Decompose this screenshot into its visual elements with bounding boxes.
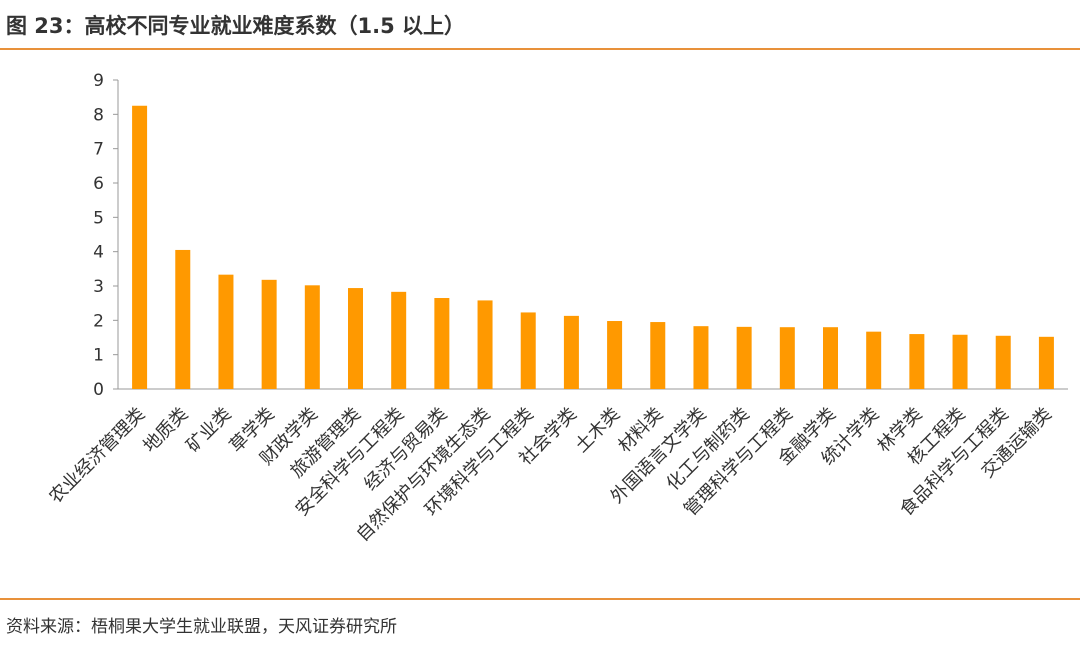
bar <box>995 335 1011 389</box>
bar <box>391 291 407 389</box>
figure-title: 图 23：高校不同专业就业难度系数（1.5 以上） <box>6 14 466 38</box>
bar <box>563 315 579 389</box>
bar <box>1038 336 1054 389</box>
bar <box>261 279 277 389</box>
bar <box>132 105 148 389</box>
y-tick-label: 7 <box>93 140 104 160</box>
x-tick-label: 农业经济管理类 <box>45 404 149 508</box>
y-tick-label: 5 <box>93 208 104 228</box>
bar <box>348 288 363 389</box>
bar <box>650 322 666 389</box>
bar <box>434 298 450 389</box>
y-tick-label: 2 <box>93 311 104 331</box>
bar <box>736 326 752 389</box>
y-tick-label: 3 <box>93 277 104 297</box>
bar <box>693 326 709 389</box>
x-tick-label: 地质类 <box>139 404 192 457</box>
bars <box>132 105 1054 389</box>
bar-chart: 0 1 2 3 4 5 6 7 8 9 农业经济管理类地质类矿业类草学类财政学类旅游管理类安全科学… <box>45 71 1068 546</box>
y-tick-label: 0 <box>93 380 104 400</box>
bar <box>909 334 925 389</box>
y-tick-label: 8 <box>93 105 104 125</box>
bar <box>218 274 234 389</box>
y-tick-label: 6 <box>93 174 104 194</box>
bar <box>175 249 191 389</box>
x-tick-label: 土木类 <box>571 404 624 457</box>
bar <box>607 321 623 389</box>
y-tick-label: 4 <box>93 243 104 263</box>
figure-footer: 资料来源：梧桐果大学生就业联盟，天风证券研究所 <box>0 598 1080 652</box>
x-axis-labels: 农业经济管理类地质类矿业类草学类财政学类旅游管理类安全科学与工程类经济与贸易类自… <box>45 404 1056 546</box>
x-tick-label: 矿业类 <box>182 404 235 457</box>
bar <box>520 312 536 389</box>
y-tick-label: 1 <box>93 346 104 366</box>
y-tick-label: 9 <box>93 71 104 91</box>
bar <box>779 327 795 389</box>
source-note: 资料来源：梧桐果大学生就业联盟，天风证券研究所 <box>6 617 397 637</box>
bar <box>823 327 838 389</box>
bar <box>477 300 493 389</box>
chart-area: 0 1 2 3 4 5 6 7 8 9 农业经济管理类 地质类 矿业类 草学类 财政学类 旅游管理类 安全科学… <box>0 50 1080 598</box>
figure-header: 图 23：高校不同专业就业难度系数（1.5 以上） <box>0 0 1080 50</box>
bar <box>952 334 968 389</box>
bar <box>304 285 320 389</box>
bar <box>866 331 882 389</box>
